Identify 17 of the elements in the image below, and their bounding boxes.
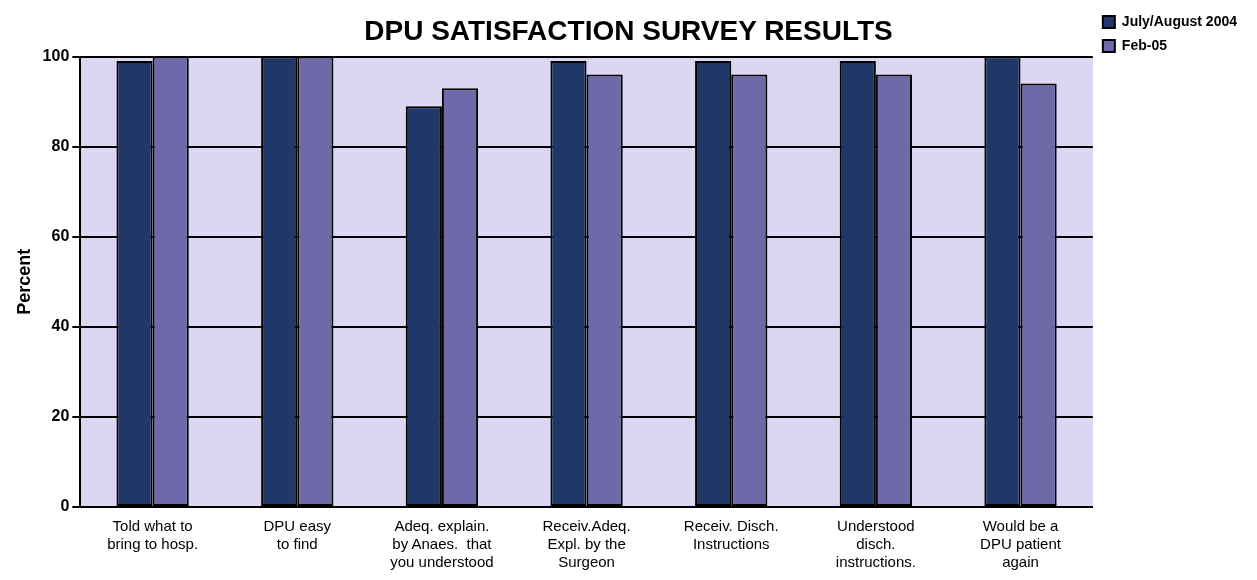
legend-label: July/August 2004 [1121,12,1238,29]
y-axis-title: Percent [13,248,34,315]
chart-title: DPU SATISFACTION SURVEY RESULTS [364,14,893,46]
x-tick-label: Would be a DPU patient again [980,517,1062,571]
x-tick-label: Understood disch. instructions. [835,517,916,571]
y-tick-label: 20 [51,407,70,425]
y-tick-label: 0 [60,497,70,515]
y-tick-label: 80 [51,137,70,155]
y-tick-label: 100 [42,47,70,65]
x-tick-label: Receiv.Adeq. Expl. by the Surgeon [542,517,631,571]
x-tick-label: Told what to bring to hosp. [107,517,199,553]
x-tick-label: DPU easy to find [263,517,332,553]
x-tick-label: Receiv. Disch. Instructions [683,517,779,553]
legend-label: Feb-05 [1121,36,1168,53]
y-tick-label: 40 [51,317,70,335]
x-tick-label: Adeq. explain. by Anaes. that you understood [390,517,494,571]
y-tick-label: 60 [51,227,70,245]
